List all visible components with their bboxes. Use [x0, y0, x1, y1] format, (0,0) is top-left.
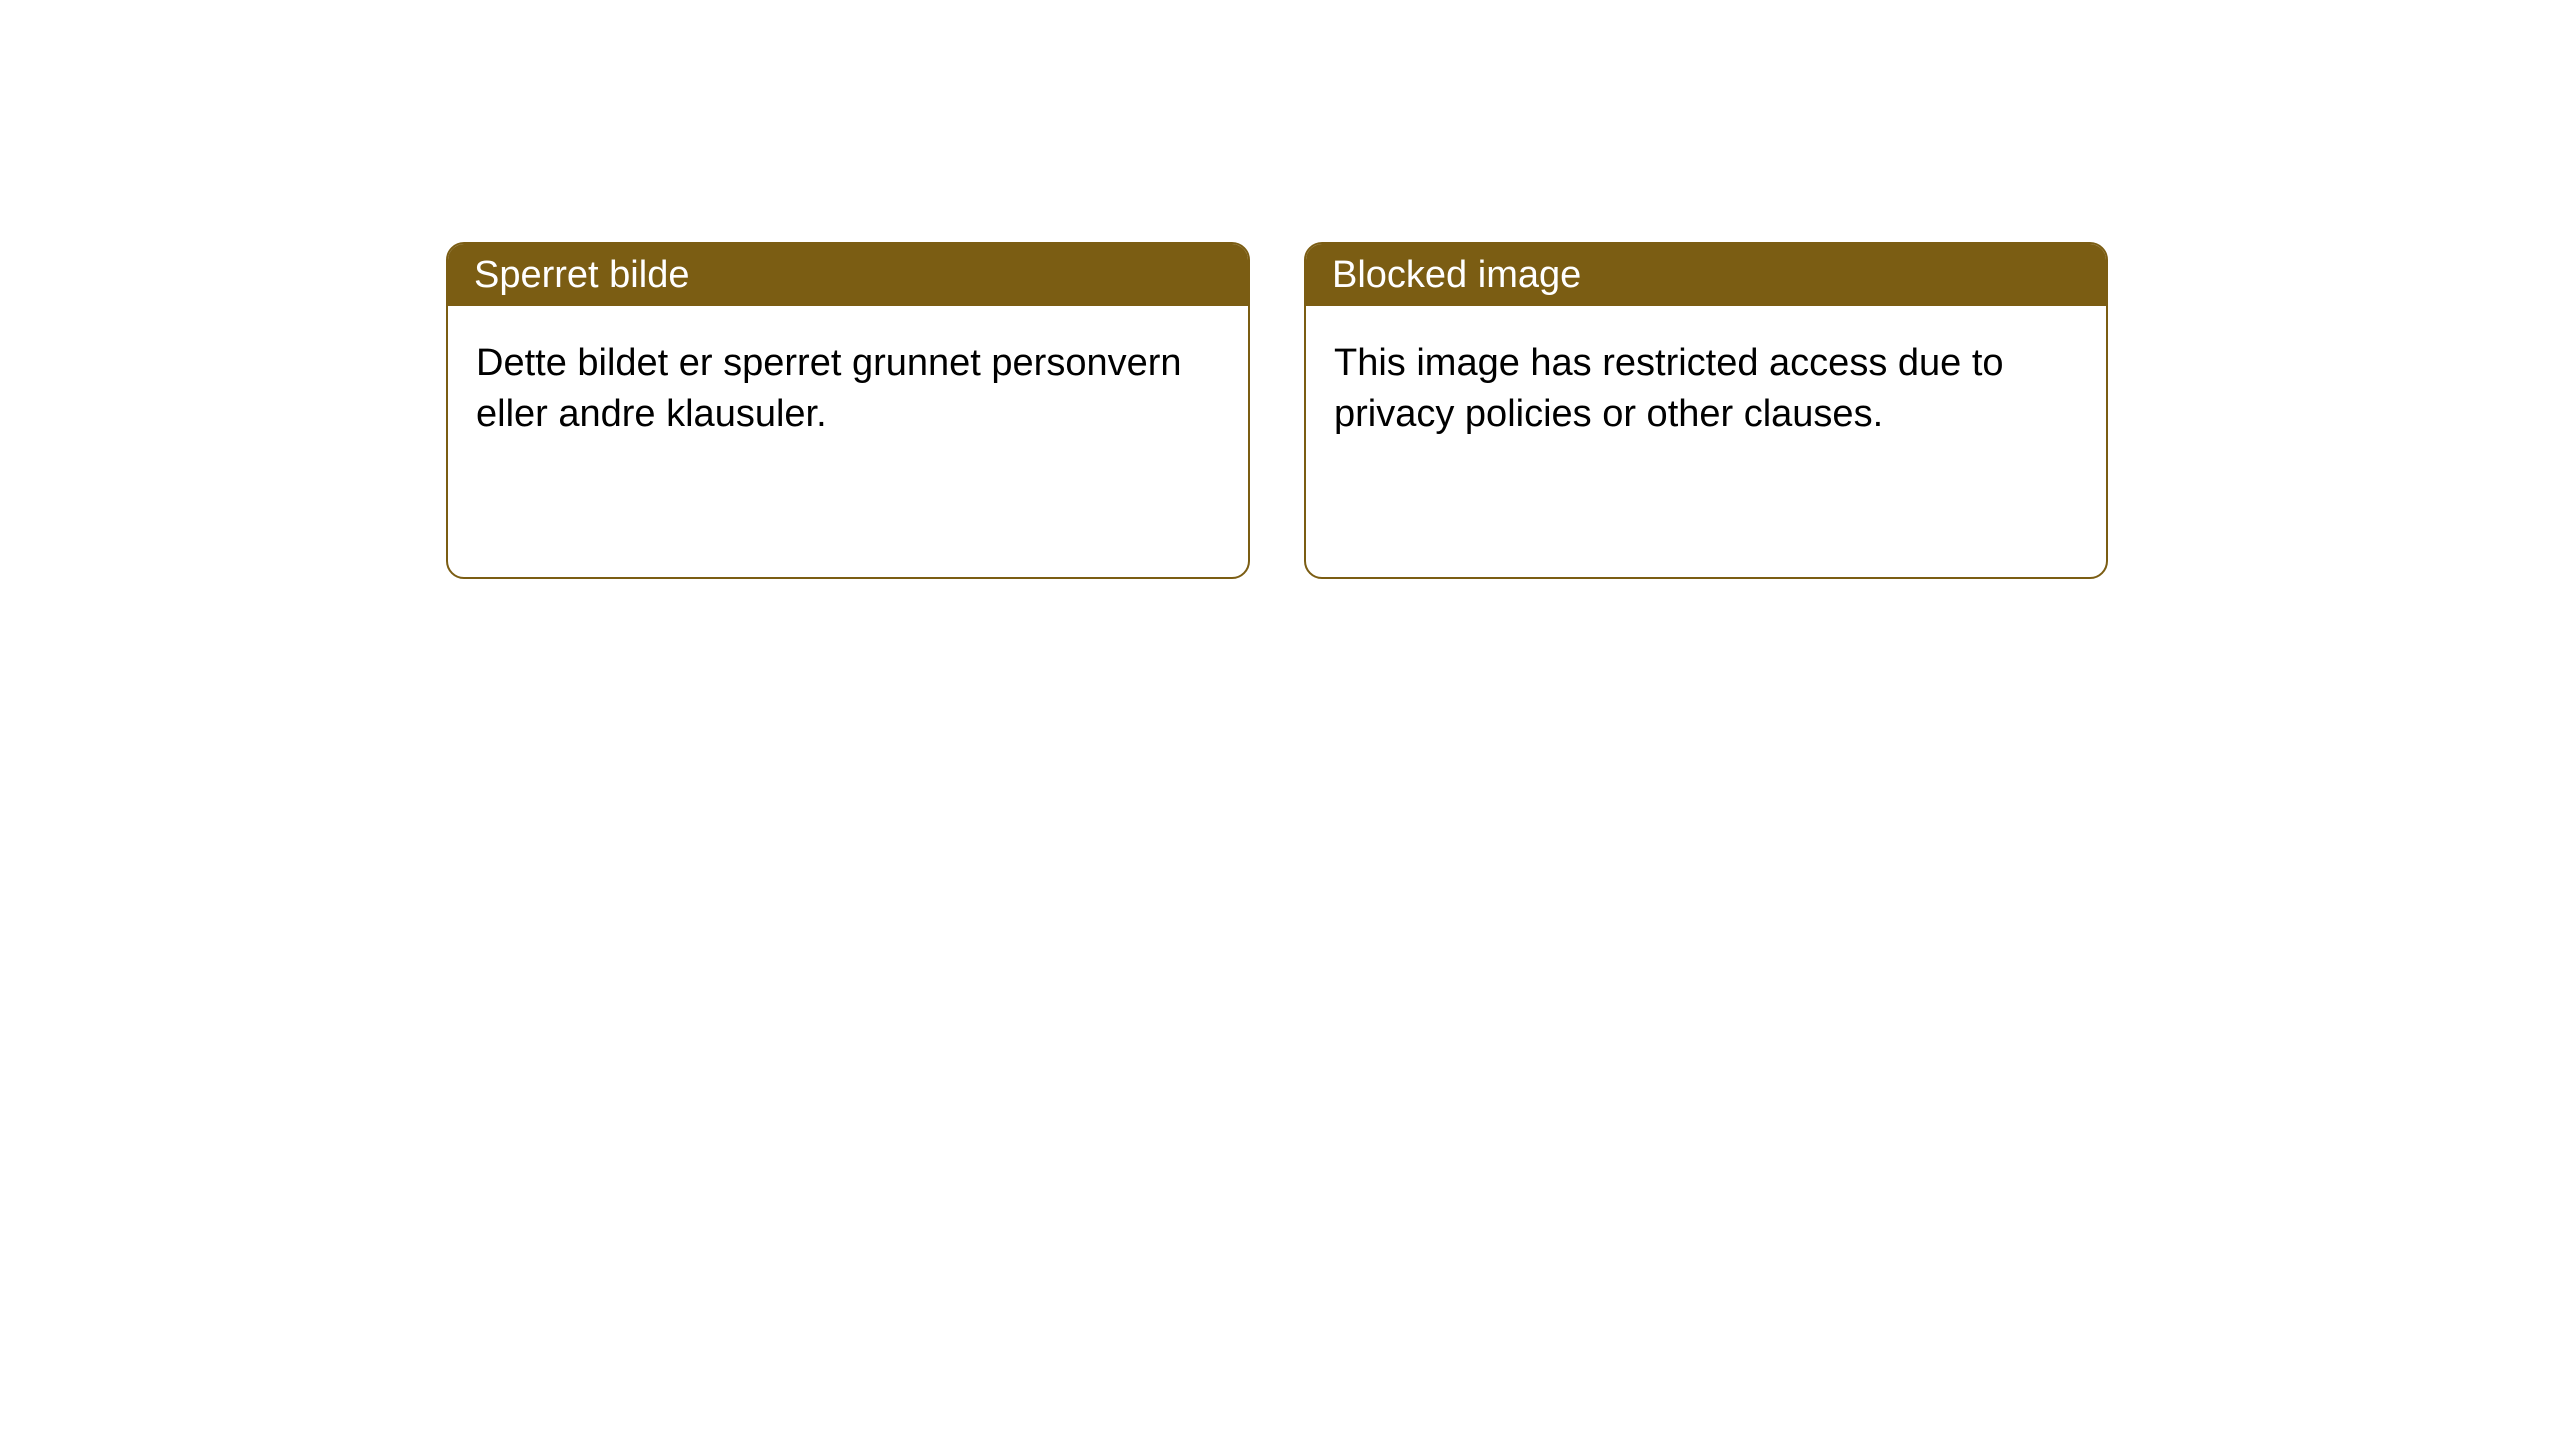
notice-header: Sperret bilde — [448, 244, 1248, 306]
notice-body-text: Dette bildet er sperret grunnet personve… — [476, 342, 1182, 435]
notice-body: Dette bildet er sperret grunnet personve… — [448, 306, 1248, 473]
notice-body: This image has restricted access due to … — [1306, 306, 2106, 473]
notices-container: Sperret bilde Dette bildet er sperret gr… — [0, 0, 2560, 579]
notice-title: Sperret bilde — [474, 254, 689, 297]
notice-card-norwegian: Sperret bilde Dette bildet er sperret gr… — [446, 242, 1250, 579]
notice-title: Blocked image — [1332, 254, 1581, 297]
notice-card-english: Blocked image This image has restricted … — [1304, 242, 2108, 579]
notice-header: Blocked image — [1306, 244, 2106, 306]
notice-body-text: This image has restricted access due to … — [1334, 342, 2004, 435]
